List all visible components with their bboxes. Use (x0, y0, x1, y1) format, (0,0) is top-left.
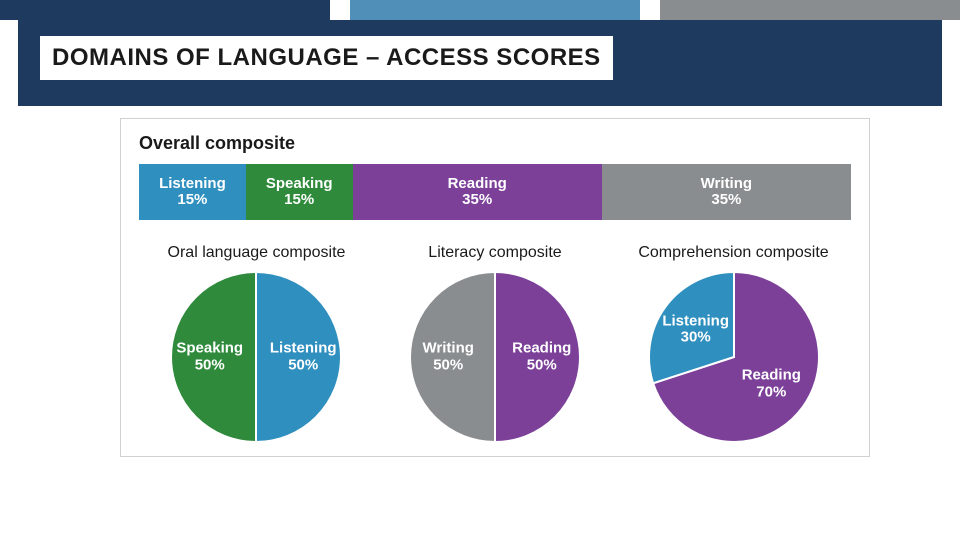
stripe-segment (640, 0, 660, 20)
pie-slice (495, 272, 580, 442)
header-stripe (0, 0, 960, 20)
bar-segment: Writing35% (602, 164, 851, 220)
overall-subtitle: Overall composite (139, 133, 851, 154)
bar-segment-pct: 35% (711, 192, 741, 209)
bar-segment-label: Reading (448, 176, 507, 193)
pie-column: Oral language composite Listening50%Speak… (139, 244, 374, 442)
bar-segment: Listening15% (139, 164, 246, 220)
bar-segment-label: Listening (159, 176, 226, 193)
pie-chart: Reading70%Listening30% (649, 272, 819, 442)
stripe-segment (660, 0, 960, 20)
pie-title: Literacy composite (428, 244, 561, 262)
bar-segment-label: Speaking (266, 176, 333, 193)
title-bar: DOMAINS OF LANGUAGE – ACCESS SCORES (18, 20, 942, 106)
pie-title: Comprehension composite (638, 244, 828, 262)
pie-column: Comprehension composite Reading70%Listeni… (616, 244, 851, 442)
bar-segment-pct: 15% (177, 192, 207, 209)
stripe-segment (330, 0, 350, 20)
pie-slice (256, 272, 341, 442)
content-panel: Overall composite Listening15%Speaking15… (120, 118, 870, 457)
overall-composite-bar: Listening15%Speaking15%Reading35%Writing… (139, 164, 851, 220)
pie-slice (410, 272, 495, 442)
page-title: DOMAINS OF LANGUAGE – ACCESS SCORES (52, 44, 601, 71)
stripe-segment (350, 0, 640, 20)
pie-slice (171, 272, 256, 442)
bar-segment-label: Writing (701, 176, 752, 193)
bar-segment: Speaking15% (246, 164, 353, 220)
pie-chart: Listening50%Speaking50% (171, 272, 341, 442)
stripe-segment (0, 0, 330, 20)
pie-chart: Reading50%Writing50% (410, 272, 580, 442)
bar-segment: Reading35% (353, 164, 602, 220)
pie-row: Oral language composite Listening50%Speak… (139, 244, 851, 442)
title-inner: DOMAINS OF LANGUAGE – ACCESS SCORES (40, 36, 613, 80)
pie-column: Literacy composite Reading50%Writing50% (378, 244, 613, 442)
bar-segment-pct: 15% (284, 192, 314, 209)
pie-title: Oral language composite (168, 244, 346, 262)
bar-segment-pct: 35% (462, 192, 492, 209)
